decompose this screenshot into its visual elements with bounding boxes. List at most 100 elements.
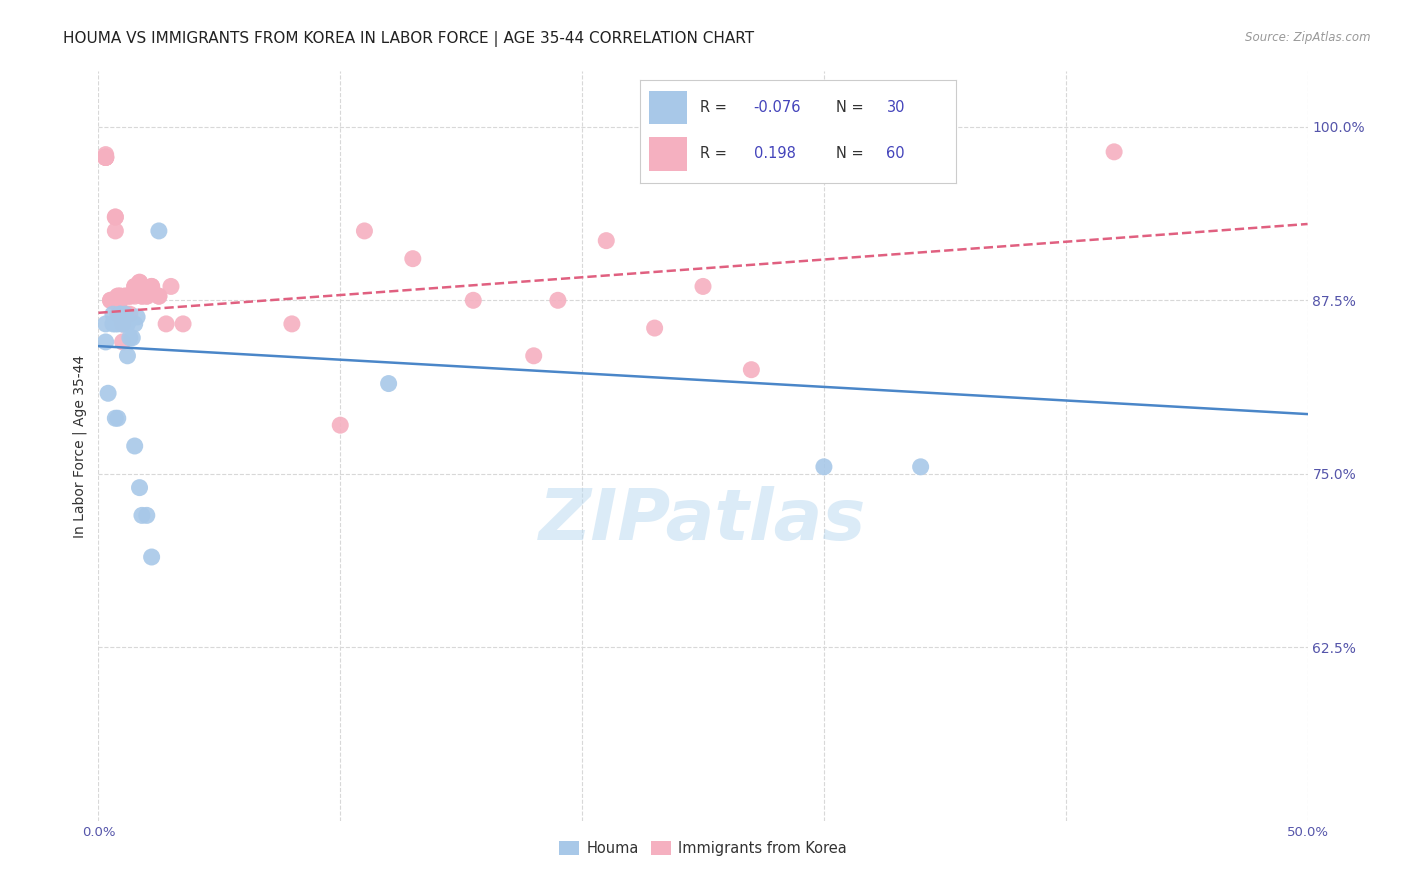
Point: [128, 275, 150, 289]
Point: [124, 289, 146, 303]
Point: [117, 317, 139, 331]
Point: [160, 279, 183, 293]
Point: [104, 210, 127, 224]
Point: [128, 275, 150, 289]
Point: [101, 317, 124, 331]
Point: [131, 289, 153, 303]
Point: [94, 150, 117, 164]
Text: 60: 60: [887, 146, 905, 161]
Point: [124, 439, 146, 453]
Point: [101, 307, 124, 321]
Point: [111, 317, 134, 331]
Point: [118, 307, 141, 321]
Legend: Houma, Immigrants from Korea: Houma, Immigrants from Korea: [553, 836, 853, 862]
Point: [131, 508, 153, 523]
Point: [172, 317, 194, 331]
Point: [94, 150, 117, 164]
Point: [141, 549, 163, 564]
Point: [131, 289, 153, 303]
Point: [107, 289, 129, 303]
Point: [402, 252, 425, 266]
Point: [135, 289, 157, 303]
Point: [108, 303, 131, 318]
Point: [104, 224, 127, 238]
Point: [547, 293, 569, 308]
Text: ZIPatlas: ZIPatlas: [540, 486, 866, 556]
Point: [108, 307, 131, 321]
Point: [148, 289, 170, 303]
Point: [107, 317, 129, 331]
Point: [108, 293, 131, 308]
Point: [124, 317, 146, 331]
Bar: [650, 91, 688, 124]
Point: [114, 289, 136, 303]
Point: [148, 224, 170, 238]
Point: [111, 317, 134, 331]
Text: R =: R =: [700, 146, 731, 161]
Point: [111, 334, 134, 349]
Point: [281, 317, 304, 331]
Point: [523, 349, 546, 363]
Text: 0.198: 0.198: [754, 146, 796, 161]
Point: [108, 307, 131, 321]
Text: -0.076: -0.076: [754, 100, 801, 115]
Point: [107, 411, 129, 425]
Point: [118, 289, 141, 303]
Point: [117, 349, 139, 363]
Point: [329, 418, 352, 433]
Point: [104, 317, 127, 331]
Point: [127, 310, 149, 324]
Point: [104, 411, 127, 425]
Point: [114, 317, 136, 331]
Point: [111, 307, 134, 321]
Point: [94, 317, 117, 331]
Point: [94, 150, 117, 164]
Y-axis label: In Labor Force | Age 35-44: In Labor Force | Age 35-44: [73, 354, 87, 538]
Point: [111, 317, 134, 331]
Point: [135, 289, 157, 303]
Point: [114, 289, 136, 303]
Point: [114, 307, 136, 321]
Point: [644, 321, 666, 335]
Point: [117, 289, 139, 303]
Point: [94, 147, 117, 161]
Point: [141, 279, 163, 293]
Point: [107, 289, 129, 303]
Bar: [650, 136, 688, 170]
Point: [94, 334, 117, 349]
Point: [118, 331, 141, 345]
Point: [124, 279, 146, 293]
Point: [111, 307, 134, 321]
Point: [100, 293, 122, 308]
Text: N =: N =: [835, 146, 868, 161]
Point: [910, 459, 932, 474]
Text: Source: ZipAtlas.com: Source: ZipAtlas.com: [1246, 31, 1371, 45]
Point: [141, 279, 163, 293]
Point: [377, 376, 399, 391]
Point: [121, 331, 143, 345]
Point: [111, 317, 134, 331]
Text: R =: R =: [700, 100, 731, 115]
Point: [104, 210, 127, 224]
Point: [100, 293, 122, 308]
Text: N =: N =: [835, 100, 868, 115]
Point: [97, 386, 120, 401]
Point: [155, 317, 177, 331]
Point: [114, 307, 136, 321]
Point: [128, 481, 150, 495]
Point: [692, 279, 714, 293]
Point: [813, 459, 835, 474]
Point: [94, 150, 117, 164]
Point: [107, 307, 129, 321]
Point: [740, 362, 762, 376]
Point: [148, 289, 170, 303]
Point: [94, 150, 117, 164]
Point: [463, 293, 485, 308]
Point: [108, 289, 131, 303]
Text: HOUMA VS IMMIGRANTS FROM KOREA IN LABOR FORCE | AGE 35-44 CORRELATION CHART: HOUMA VS IMMIGRANTS FROM KOREA IN LABOR …: [63, 31, 755, 47]
Point: [135, 508, 157, 523]
Point: [353, 224, 375, 238]
Point: [117, 307, 139, 321]
Point: [108, 289, 131, 303]
Point: [124, 279, 146, 293]
